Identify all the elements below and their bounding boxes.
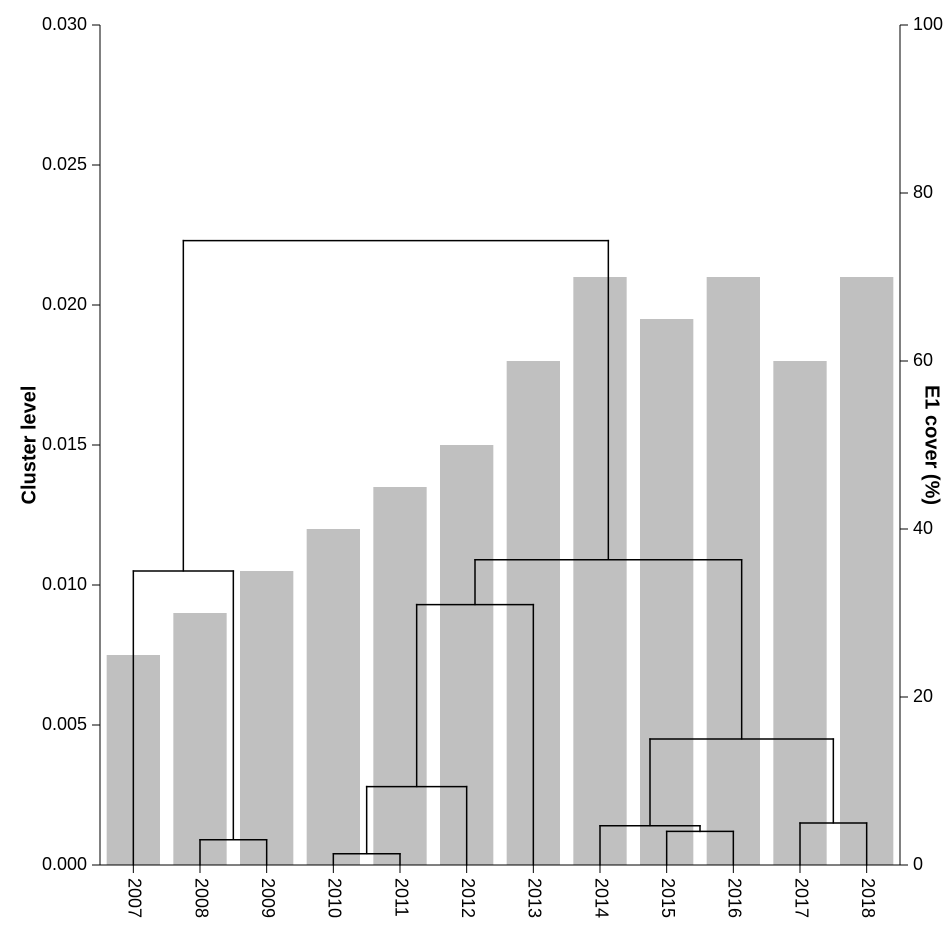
right-axis-label: E1 cover (%) (920, 385, 942, 505)
x-tick-label: 2009 (258, 878, 278, 918)
left-tick-label: 0.005 (42, 714, 87, 734)
bar (240, 571, 293, 865)
right-tick-label: 40 (913, 518, 933, 538)
right-tick-label: 100 (913, 14, 943, 34)
x-tick-label: 2010 (325, 878, 345, 918)
x-tick-label: 2015 (658, 878, 678, 918)
bar (307, 529, 360, 865)
dendrogram-bar-chart: 0.000 0.005 0.010 0.015 0.020 0.025 0.030 0 20 40… (0, 0, 945, 945)
x-tick-label: 2018 (858, 878, 878, 918)
right-tick-label: 80 (913, 182, 933, 202)
bar (373, 487, 426, 865)
left-tick-label: 0.010 (42, 574, 87, 594)
x-tick-label: 2016 (725, 878, 745, 918)
x-tick-label: 2008 (191, 878, 211, 918)
left-axis-label: Cluster level (19, 386, 41, 505)
right-tick-label: 20 (913, 686, 933, 706)
left-tick-label: 0.015 (42, 434, 87, 454)
bar (840, 277, 893, 865)
bar (640, 319, 693, 865)
bar (707, 277, 760, 865)
left-tick-label: 0.030 (42, 14, 87, 34)
x-tick-label: 2014 (591, 878, 611, 918)
bar (573, 277, 626, 865)
x-tick-label: 2007 (125, 878, 145, 918)
x-tick-label: 2011 (391, 878, 411, 917)
right-tick-label: 60 (913, 350, 933, 370)
right-tick-label: 0 (913, 854, 923, 874)
left-tick-label: 0.000 (42, 854, 87, 874)
left-tick-label: 0.025 (42, 154, 87, 174)
bar (773, 361, 826, 865)
x-tick-label: 2012 (458, 878, 478, 918)
left-tick-label: 0.020 (42, 294, 87, 314)
x-tick-label: 2017 (791, 878, 811, 918)
bar (173, 613, 226, 865)
x-tick-label: 2013 (525, 878, 545, 918)
